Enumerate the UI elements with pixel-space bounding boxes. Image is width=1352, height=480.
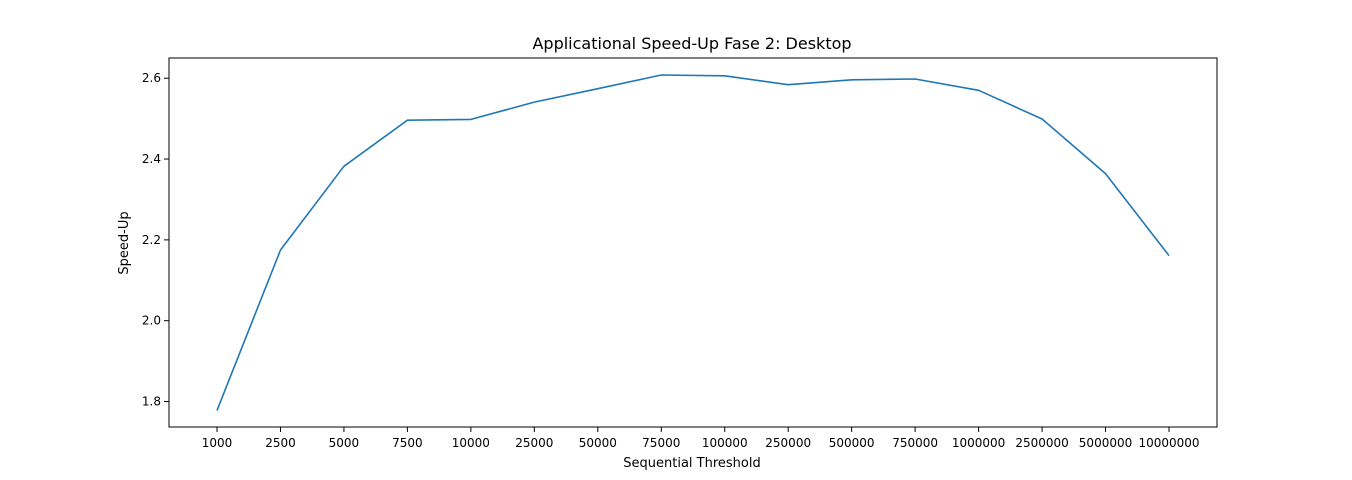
y-tick-label: 2.2 xyxy=(142,233,161,247)
x-tick-label: 100000 xyxy=(702,436,748,450)
x-tick-label: 75000 xyxy=(642,436,680,450)
x-tick-label: 1000000 xyxy=(952,436,1005,450)
y-tick-label: 2.6 xyxy=(142,71,161,85)
x-tick-label: 250000 xyxy=(765,436,811,450)
x-tick-label: 50000 xyxy=(579,436,617,450)
y-tick-label: 2.0 xyxy=(142,314,161,328)
x-tick-label: 10000 xyxy=(452,436,490,450)
x-tick-label: 2500 xyxy=(265,436,296,450)
series-points xyxy=(216,74,1170,411)
x-tick-label: 500000 xyxy=(829,436,875,450)
x-axis-ticks: 1000 2500 5000 7500 10000 25000 50000 75000 1000… xyxy=(202,427,1200,450)
y-axis-ticks: 1.8 2.0 2.2 2.4 2.6 xyxy=(142,71,169,409)
x-tick-label: 25000 xyxy=(515,436,553,450)
x-tick-label: 5000 xyxy=(329,436,360,450)
y-tick-label: 2.4 xyxy=(142,152,161,166)
series-line xyxy=(216,74,1170,411)
y-tick-label: 1.8 xyxy=(142,395,161,409)
x-tick-label: 10000000 xyxy=(1138,436,1199,450)
x-tick-label: 2500000 xyxy=(1015,436,1068,450)
chart-title: Applicational Speed-Up Fase 2: Desktop xyxy=(532,34,851,53)
x-tick-label: 1000 xyxy=(202,436,233,450)
x-tick-label: 5000000 xyxy=(1079,436,1132,450)
x-tick-label: 7500 xyxy=(392,436,423,450)
x-tick-label: 750000 xyxy=(892,436,938,450)
x-axis-label: Sequential Threshold xyxy=(623,456,760,471)
y-axis-label: Speed-Up xyxy=(117,211,132,274)
plot-area-frame xyxy=(168,57,1218,428)
